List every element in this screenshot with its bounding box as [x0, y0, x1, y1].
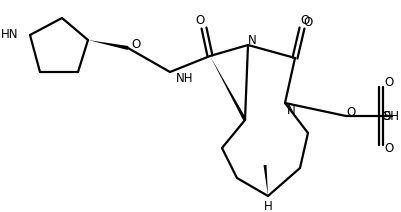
Text: O: O — [383, 142, 393, 155]
Text: H: H — [263, 201, 272, 212]
Text: N: N — [247, 33, 256, 46]
Text: OH: OH — [380, 110, 398, 123]
Polygon shape — [263, 165, 267, 196]
Polygon shape — [209, 56, 246, 121]
Text: O: O — [195, 14, 204, 28]
Text: NH: NH — [176, 71, 193, 85]
Text: O: O — [131, 38, 140, 50]
Text: N: N — [286, 103, 295, 117]
Text: O: O — [346, 106, 355, 119]
Text: O: O — [300, 14, 309, 28]
Text: HN: HN — [0, 28, 18, 42]
Text: S: S — [383, 110, 390, 123]
Text: O: O — [303, 15, 312, 28]
Text: O: O — [383, 77, 393, 89]
Polygon shape — [88, 40, 128, 50]
